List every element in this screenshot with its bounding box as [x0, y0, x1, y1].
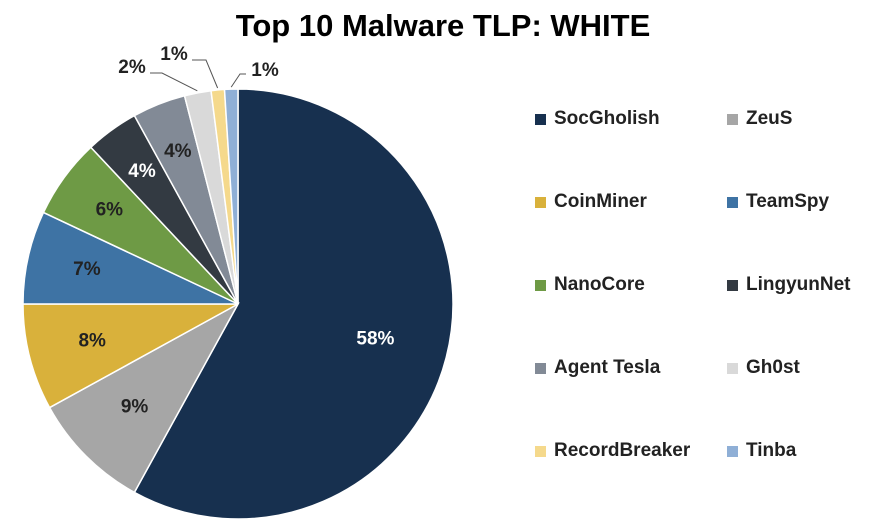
legend-label: Tinba — [746, 440, 797, 461]
chart-title: Top 10 Malware TLP: WHITE — [235, 8, 651, 43]
legend-swatch — [535, 362, 546, 374]
data-label-gh0st: 2% — [118, 57, 146, 78]
legend-swatch — [535, 279, 546, 291]
legend-swatch — [535, 445, 546, 457]
leader-line-recordbreaker — [192, 59, 219, 89]
legend-item-gh0st: Gh0st — [727, 357, 800, 379]
legend-swatch — [727, 279, 738, 291]
legend-swatch — [727, 113, 738, 125]
legend-swatch — [727, 362, 738, 374]
legend-item-nanocore: NanoCore — [535, 274, 645, 296]
data-label-socgholish: 58% — [356, 328, 394, 349]
legend-label: RecordBreaker — [554, 440, 691, 461]
leader-line-gh0st — [150, 72, 198, 92]
pie-slice-coinminer — [22, 303, 239, 409]
legend-swatch — [727, 445, 738, 457]
legend-item-agent-tesla: Agent Tesla — [535, 357, 660, 379]
legend-item-recordbreaker: RecordBreaker — [535, 440, 690, 462]
data-label-recordbreaker: 1% — [160, 44, 188, 65]
data-label-teamspy: 7% — [73, 259, 101, 280]
data-label-agent-tesla: 4% — [164, 141, 192, 162]
pie-slice-zeus — [48, 302, 240, 494]
legend-item-tinba: Tinba — [727, 440, 796, 462]
data-label-nanocore: 6% — [96, 200, 124, 221]
legend-item-zeus: ZeuS — [727, 108, 792, 130]
legend-swatch — [535, 113, 546, 125]
data-label-zeus: 9% — [121, 396, 149, 417]
legend-item-coinminer: CoinMiner — [535, 191, 647, 213]
legend-label: Gh0st — [746, 357, 800, 378]
data-label-coinminer: 8% — [78, 330, 106, 351]
legend-label: TeamSpy — [746, 191, 830, 212]
data-label-lingyunnet: 4% — [128, 161, 156, 182]
legend-label: Agent Tesla — [554, 357, 661, 378]
legend-swatch — [727, 196, 738, 208]
leader-line-tinba — [230, 73, 246, 88]
legend-label: CoinMiner — [554, 191, 647, 212]
legend-label: ZeuS — [746, 108, 793, 129]
pie-slice-tinba — [223, 88, 239, 305]
legend-swatch — [535, 196, 546, 208]
legend-label: SocGholish — [554, 108, 660, 129]
data-label-tinba: 1% — [251, 60, 279, 81]
legend-label: NanoCore — [554, 274, 645, 295]
legend-item-lingyunnet: LingyunNet — [727, 274, 851, 296]
legend-item-teamspy: TeamSpy — [727, 191, 829, 213]
legend-label: LingyunNet — [746, 274, 851, 295]
pie-slice-socgholish — [133, 88, 454, 520]
legend-item-socgholish: SocGholish — [535, 108, 660, 130]
